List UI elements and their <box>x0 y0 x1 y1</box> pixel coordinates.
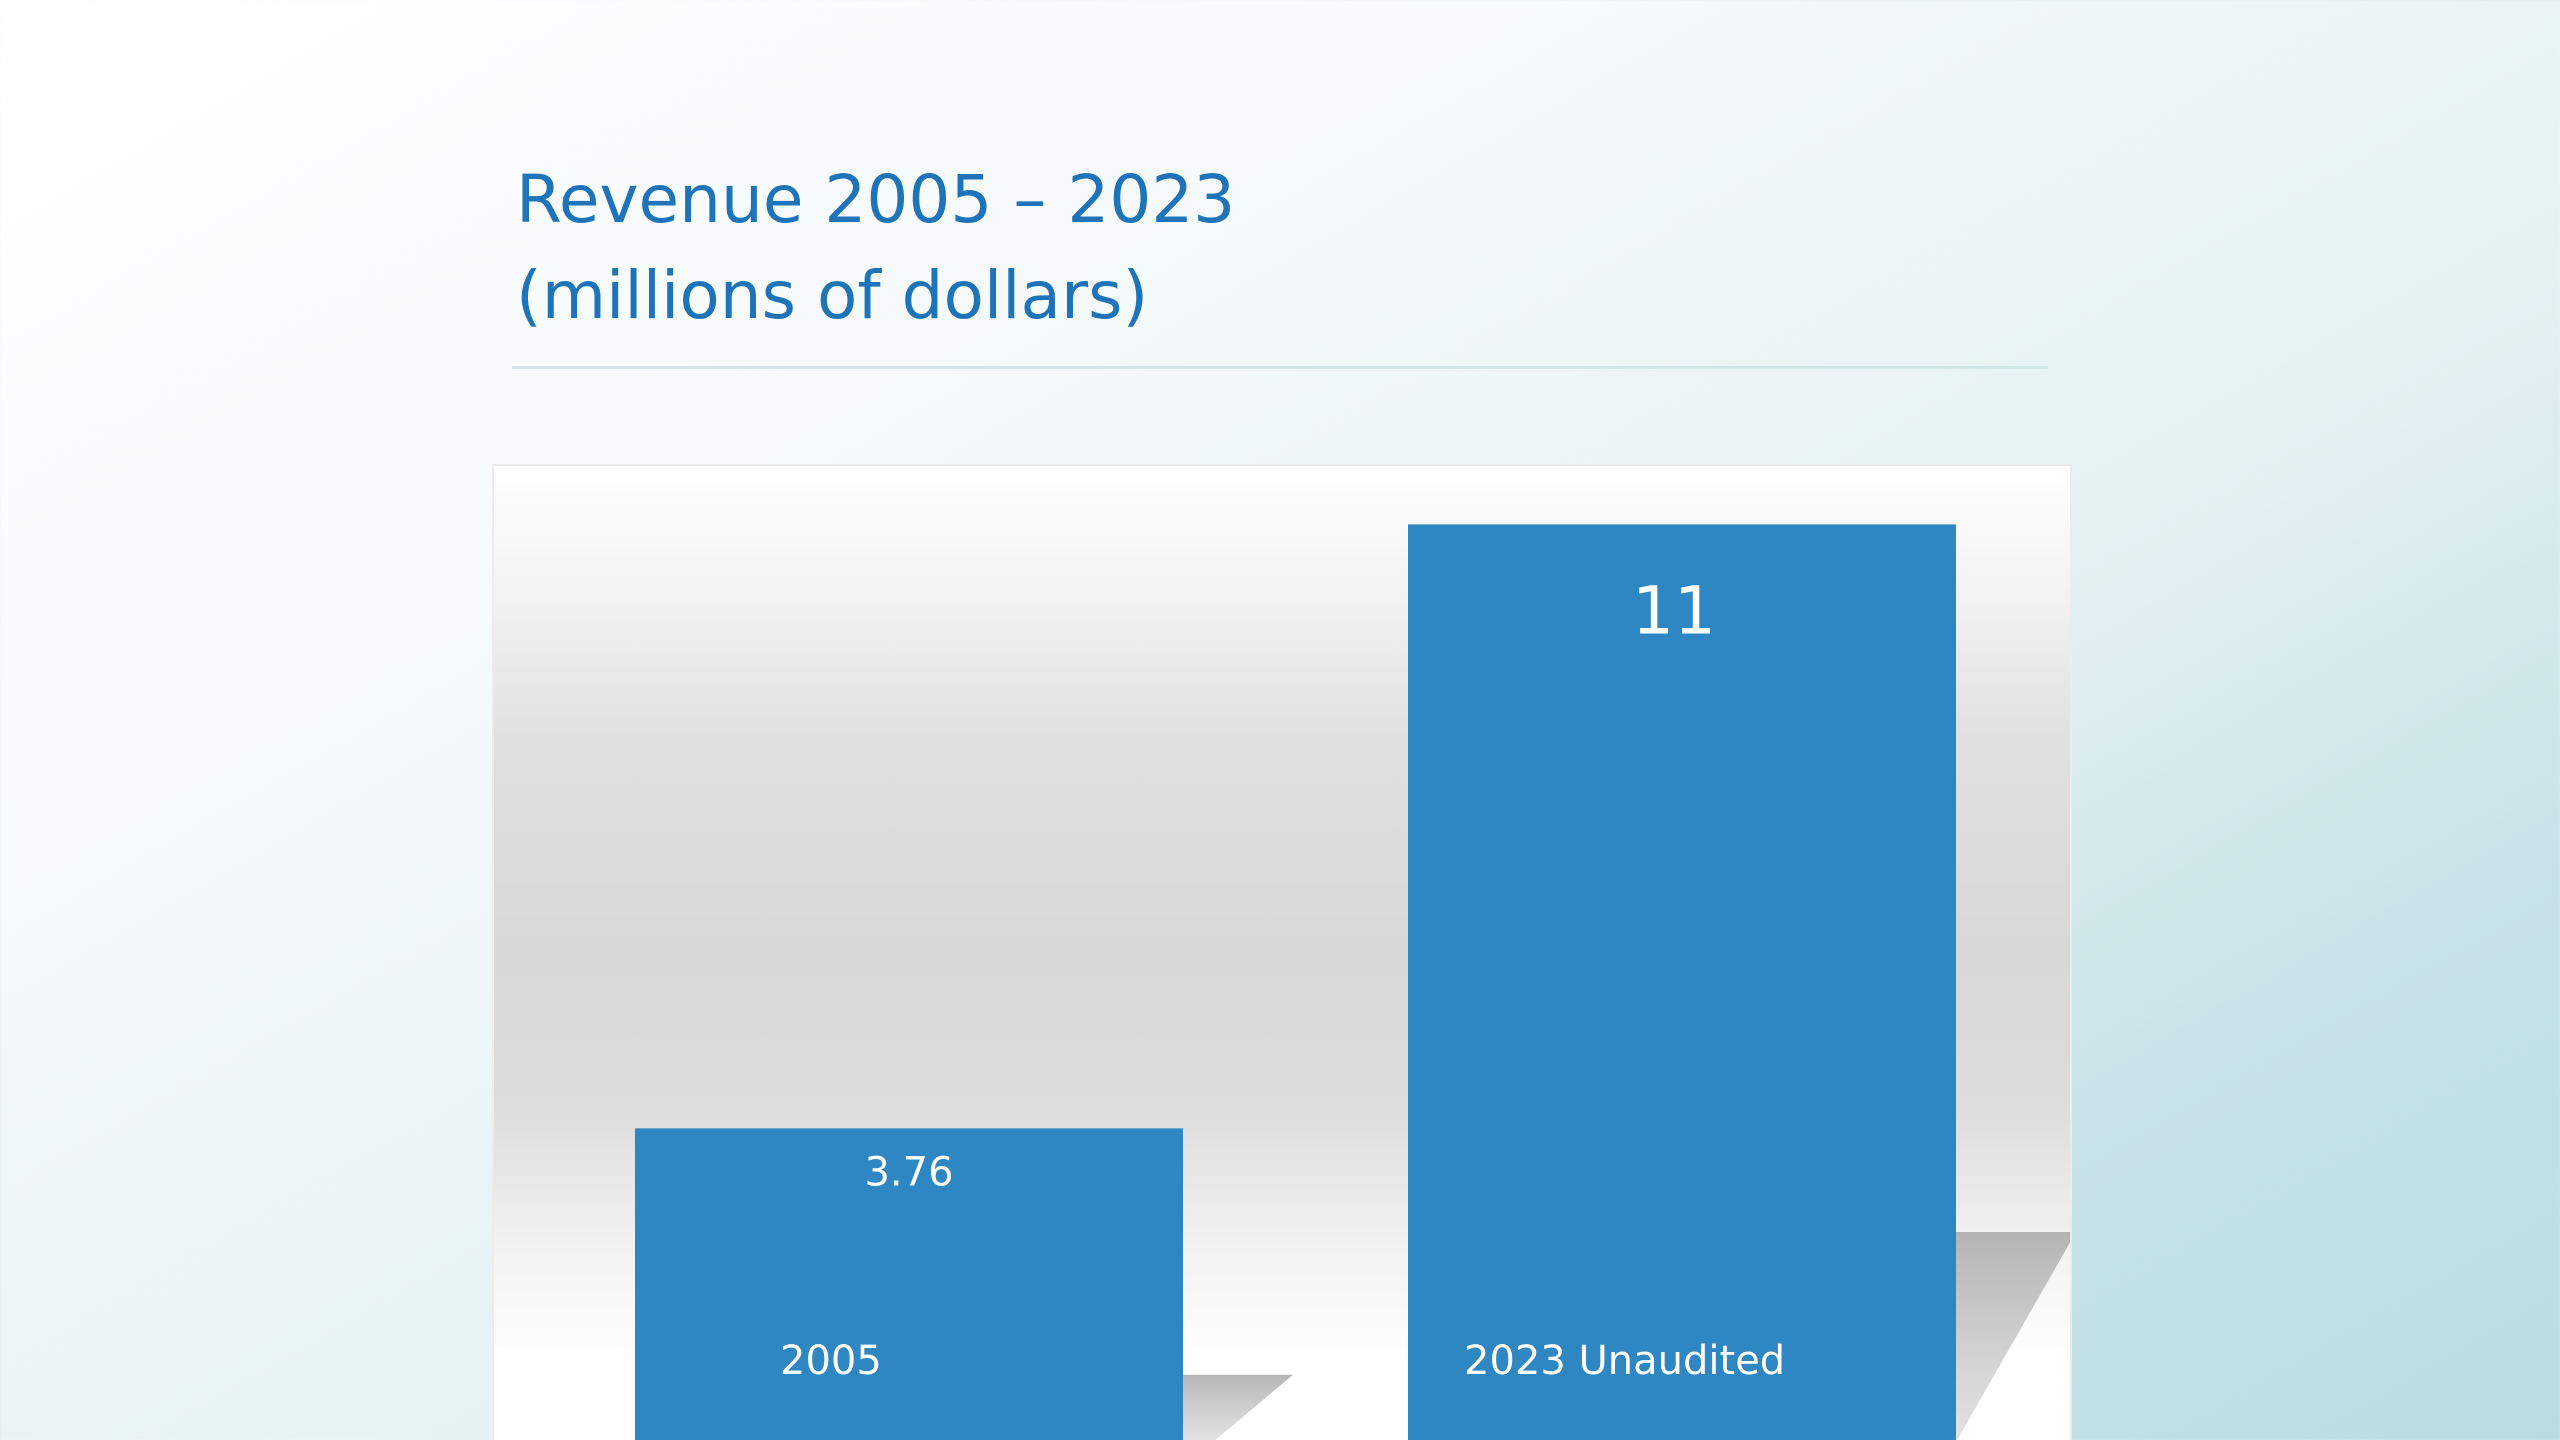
bar-labels: 3.76 2005 11 2023 Unaudited <box>780 572 1785 1384</box>
bar-shadows <box>1183 1232 2070 1440</box>
bar-shadow <box>1956 1232 2070 1440</box>
category-label: 2023 Unaudited <box>1464 1338 1785 1384</box>
bar-2005 <box>635 1128 1183 1440</box>
bar-value-label: 11 <box>1632 572 1716 649</box>
bar-value-label: 3.76 <box>864 1149 953 1195</box>
slide-subtitle: (millions of dollars) <box>516 257 1149 334</box>
category-label: 2005 <box>780 1338 882 1384</box>
bar-chart: 3.76 2005 11 2023 Unaudited <box>635 524 2070 1440</box>
bar-2023-unaudited <box>1408 524 1956 1440</box>
chart-panel: 3.76 2005 11 2023 Unaudited <box>492 464 2072 1440</box>
bar-shadow <box>1183 1374 1293 1440</box>
bars <box>635 524 1956 1440</box>
title-divider <box>512 366 2048 369</box>
slide-title: Revenue 2005 – 2023 <box>516 161 1236 238</box>
slide-title-block: Revenue 2005 – 2023 (millions of dollars… <box>516 152 2046 344</box>
